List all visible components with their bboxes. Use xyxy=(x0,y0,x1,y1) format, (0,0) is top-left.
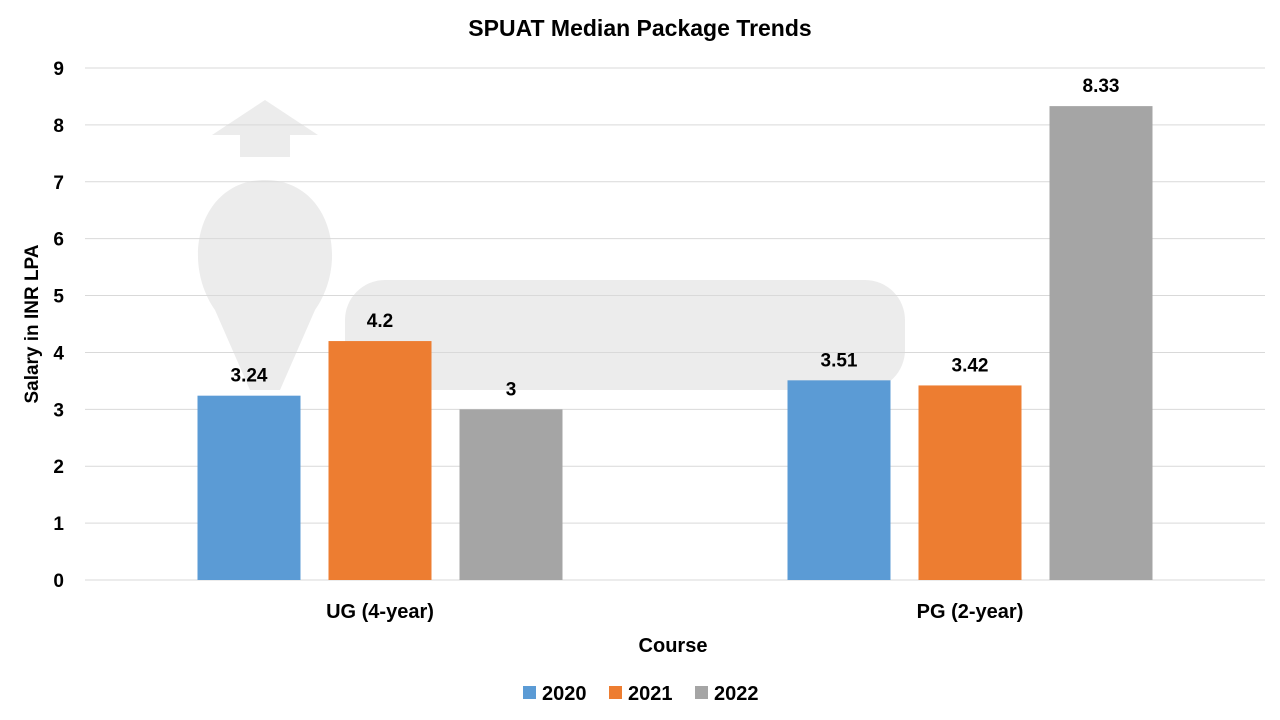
y-tick-label: 1 xyxy=(53,514,64,535)
data-label: 3 xyxy=(506,379,517,400)
data-label: 3.42 xyxy=(952,355,989,376)
y-tick-label: 4 xyxy=(53,343,64,364)
watermark-logo xyxy=(197,100,905,390)
bar-2021 xyxy=(328,341,432,580)
y-tick-label: 7 xyxy=(53,173,64,194)
bar-2020 xyxy=(197,395,301,580)
y-tick-label: 8 xyxy=(53,116,64,137)
legend-swatch-2022 xyxy=(695,686,708,699)
legend-swatch-2021 xyxy=(609,686,622,699)
x-axis-label: Course xyxy=(639,635,708,657)
data-label: 3.24 xyxy=(231,366,268,387)
legend-swatch-2020 xyxy=(523,686,536,699)
legend-label: 2022 xyxy=(714,683,759,705)
y-tick-label: 9 xyxy=(53,59,64,80)
bar-2020 xyxy=(787,380,891,580)
chart-title: SPUAT Median Package Trends xyxy=(468,15,811,41)
y-tick-label: 0 xyxy=(53,571,64,592)
bar-2021 xyxy=(918,385,1022,580)
bar-2022 xyxy=(459,409,563,580)
data-label: 3.51 xyxy=(821,350,858,371)
y-tick-label: 6 xyxy=(53,230,64,251)
data-label: 4.2 xyxy=(367,311,393,332)
y-tick-label: 3 xyxy=(53,400,64,421)
legend-label: 2020 xyxy=(542,683,587,705)
data-label: 8.33 xyxy=(1083,76,1120,97)
y-axis-label: Salary in INR LPA xyxy=(22,244,43,403)
y-tick-label: 5 xyxy=(53,287,64,308)
x-tick-label: UG (4-year) xyxy=(326,601,434,623)
legend-label: 2021 xyxy=(628,683,673,705)
x-tick-label: PG (2-year) xyxy=(917,601,1024,623)
bar-2022 xyxy=(1049,106,1153,581)
y-tick-label: 2 xyxy=(53,457,64,478)
